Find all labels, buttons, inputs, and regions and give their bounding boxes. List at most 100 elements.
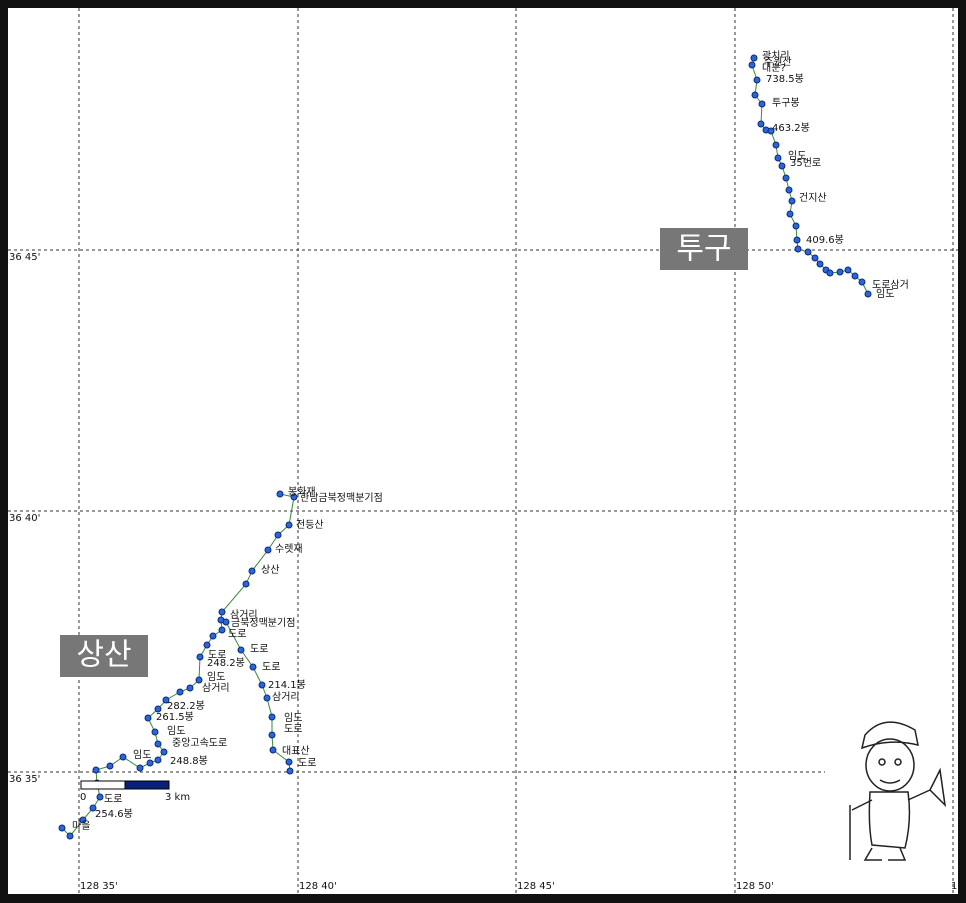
waypoint: [269, 746, 277, 754]
place-label: 광치리: [762, 50, 790, 62]
waypoint: [758, 100, 766, 108]
waypoint: [237, 646, 245, 654]
place-label: 투구봉: [772, 97, 800, 109]
scale-label: 3 km: [165, 792, 190, 803]
waypoint: [264, 546, 272, 554]
place-label: 도로: [250, 644, 268, 655]
track-line: [225, 621, 291, 772]
cartoon: [849, 721, 947, 861]
place-label: 건지산: [799, 192, 827, 204]
feet: [863, 847, 907, 861]
waypoint: [119, 753, 127, 761]
waypoint: [785, 186, 793, 194]
area-label: 상산: [76, 638, 131, 673]
waypoint: [151, 728, 159, 736]
lon-label: 128 45': [517, 881, 555, 892]
waypoint: [96, 793, 104, 801]
map-area: [8, 8, 958, 894]
waypoint: [276, 490, 284, 498]
waypoint: [162, 696, 170, 704]
waypoint: [786, 210, 794, 218]
waypoint: [782, 174, 790, 182]
eye: [878, 758, 886, 766]
waypoint: [106, 762, 114, 770]
waypoint: [242, 580, 250, 588]
track-sangsan: [61, 493, 295, 837]
place-label: 상산: [261, 564, 279, 576]
waypoint: [186, 684, 194, 692]
area-label-bg: [660, 228, 748, 270]
track-tugu: [751, 57, 869, 295]
place-label: 임도: [167, 724, 185, 737]
waypoint: [274, 531, 282, 539]
waypoint: [816, 260, 824, 268]
place-label: 임도: [284, 711, 302, 724]
place-label: 수렛재: [275, 543, 303, 555]
waypoint: [772, 141, 780, 149]
waypoint: [774, 154, 782, 162]
place-label: 261.5봉: [156, 711, 194, 723]
waypoint: [176, 688, 184, 696]
place-label: 임도: [788, 149, 806, 162]
lon-label: 1: [951, 881, 957, 892]
place-label: 중앙고속도로: [172, 737, 227, 749]
waypoint: [767, 127, 775, 135]
waypoint: [751, 91, 759, 99]
area-label-bg: [60, 635, 148, 677]
eye: [894, 758, 902, 766]
waypoint: [146, 759, 154, 767]
waypoints: [58, 54, 872, 840]
waypoint: [218, 608, 226, 616]
waypoint: [203, 641, 211, 649]
place-label: 임도: [876, 287, 894, 300]
waypoint: [748, 61, 756, 69]
waypoint: [826, 269, 834, 277]
waypoint: [794, 245, 802, 253]
place-label: 254.6봉: [95, 808, 133, 820]
place-label: 도로: [104, 794, 122, 805]
track-line: [751, 57, 869, 295]
head: [865, 738, 915, 792]
waypoint: [268, 713, 276, 721]
place-label: 도로: [298, 758, 316, 769]
place-label: 248.8봉: [170, 755, 208, 767]
waypoint: [66, 832, 74, 840]
place-label: 봉화재: [288, 486, 316, 498]
scale-bar: 0 3 km: [80, 780, 190, 803]
waypoint: [864, 290, 872, 298]
scale-label: 0: [80, 792, 86, 803]
place-label: 도로: [228, 629, 246, 640]
waypoint: [154, 756, 162, 764]
lat-label: 36 35': [9, 774, 40, 785]
place-label: 금북정맥분기점: [231, 617, 295, 629]
waypoint: [858, 278, 866, 286]
scale-segment: [80, 780, 126, 790]
lat-label: 36 45': [9, 252, 40, 263]
waypoint: [750, 54, 758, 62]
waypoint: [757, 120, 765, 128]
place-label: 도로: [284, 724, 302, 735]
waypoint: [290, 493, 298, 501]
graticule: [8, 8, 958, 894]
place-label: 대표산: [282, 745, 310, 757]
place-label: 삼거리: [272, 691, 300, 703]
place-label: 248.2봉: [207, 657, 245, 669]
waypoint: [811, 254, 819, 262]
lon-label: 128 35': [80, 881, 118, 892]
place-label: 임도: [133, 748, 151, 761]
waypoint: [258, 681, 266, 689]
waypoint: [248, 567, 256, 575]
waypoint: [249, 663, 257, 671]
waypoint: [144, 714, 152, 722]
place-label: 한남금북정맥분기점: [300, 492, 383, 504]
waypoint: [154, 740, 162, 748]
waypoint: [160, 748, 168, 756]
place-label: 대분?: [762, 62, 786, 74]
headband: [860, 721, 919, 750]
place-label: 삼거리: [202, 682, 230, 694]
waypoint: [844, 266, 852, 274]
mouth: [879, 779, 901, 784]
waypoint: [793, 236, 801, 244]
waypoint: [209, 632, 217, 640]
